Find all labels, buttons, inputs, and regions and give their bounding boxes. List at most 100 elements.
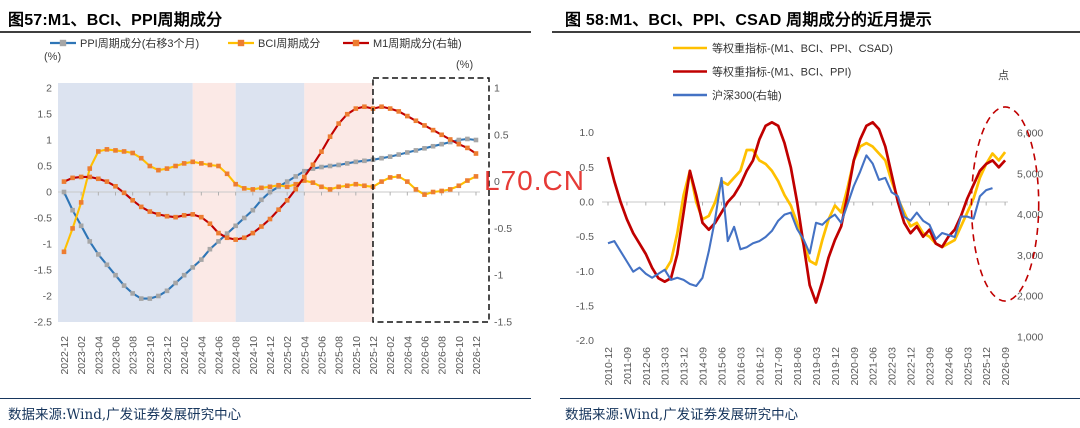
right-axis-unit-label: 点 bbox=[998, 69, 1009, 82]
series-marker bbox=[405, 150, 410, 155]
series-marker bbox=[78, 223, 84, 229]
figure-57-chart: 2022-12 2023-02 2023-04 2023-06 2023-08 2023-… bbox=[34, 36, 512, 375]
series-marker bbox=[405, 113, 410, 119]
series-marker bbox=[362, 183, 367, 189]
series-marker bbox=[259, 224, 264, 229]
x-tick-label: 2023-09 bbox=[924, 347, 936, 386]
series-marker bbox=[465, 145, 470, 151]
series-marker bbox=[336, 121, 341, 126]
x-tick-label: 2025-12 bbox=[981, 347, 993, 386]
series-marker bbox=[456, 137, 462, 143]
series-marker bbox=[447, 139, 453, 145]
cycle-phase-band bbox=[304, 83, 373, 322]
series-marker bbox=[293, 181, 299, 187]
figure-58-title-rule bbox=[552, 31, 1080, 33]
x-tick-label: 2021-06 bbox=[868, 347, 880, 386]
legend-label: 等权重指标-(M1、BCI、PPI、CSAD) bbox=[712, 41, 893, 55]
legend-label: 沪深300(右轴) bbox=[712, 88, 782, 102]
left-y-tick-label: -1 bbox=[43, 239, 52, 251]
figure-57-title-rule bbox=[0, 31, 531, 33]
series-marker bbox=[284, 198, 290, 203]
x-tick-label: 2018-06 bbox=[792, 347, 804, 386]
series-marker bbox=[104, 262, 110, 268]
series-marker bbox=[430, 143, 436, 149]
x-tick-label: 2019-12 bbox=[830, 347, 842, 386]
series-marker bbox=[250, 230, 256, 236]
series-marker bbox=[241, 186, 247, 191]
figure-58-source-rule bbox=[560, 398, 1080, 399]
series-marker bbox=[259, 197, 264, 203]
x-tick-label: 2026-12 bbox=[471, 336, 483, 375]
series-marker bbox=[104, 147, 110, 152]
left-y-tick-label: 0 bbox=[46, 187, 52, 199]
series-marker bbox=[147, 163, 153, 169]
series-marker bbox=[327, 134, 333, 139]
right-y-tick-label: 5,000 bbox=[1017, 168, 1043, 180]
series-marker bbox=[87, 166, 93, 171]
series-marker bbox=[250, 207, 256, 213]
series-marker bbox=[344, 111, 350, 117]
x-tick-label: 2023-04 bbox=[93, 336, 105, 375]
series-marker bbox=[87, 239, 93, 244]
series-marker bbox=[439, 141, 444, 147]
legend-label: 等权重指标-(M1、BCI、PPI) bbox=[712, 65, 851, 79]
series-marker bbox=[362, 158, 367, 164]
series-marker bbox=[156, 212, 161, 217]
series-marker bbox=[130, 150, 135, 156]
left-axis-unit-label: (%) bbox=[44, 51, 61, 63]
series-marker bbox=[250, 187, 256, 192]
figure-57-title: 图57:M1、BCI、PPI周期成分 bbox=[8, 12, 223, 29]
series-marker bbox=[113, 148, 118, 153]
site-watermark: L70.CN bbox=[484, 165, 585, 196]
left-y-tick-label: -1.5 bbox=[34, 265, 52, 277]
right-y-tick-label: 1,000 bbox=[1017, 332, 1043, 344]
series-marker bbox=[190, 212, 196, 217]
series-marker bbox=[173, 280, 178, 286]
x-tick-label: 2024-08 bbox=[231, 336, 243, 375]
right-y-tick-label: -1 bbox=[494, 270, 503, 282]
series-marker bbox=[336, 162, 341, 168]
series-marker bbox=[216, 230, 221, 236]
series-marker bbox=[422, 192, 427, 197]
series-marker bbox=[456, 183, 462, 189]
x-tick-label: 2024-12 bbox=[265, 336, 277, 375]
series-marker bbox=[473, 137, 479, 143]
series-marker bbox=[70, 207, 75, 213]
series-marker bbox=[224, 235, 230, 241]
series-marker bbox=[362, 104, 367, 110]
series-marker bbox=[344, 161, 350, 166]
series-marker bbox=[190, 265, 196, 270]
figure-58-chart: 2010-12 2011-09 2012-06 2013-03 2013-12 2014-… bbox=[576, 41, 1044, 386]
series-marker bbox=[181, 212, 187, 218]
legend-label: PPI周期成分(右移3个月) bbox=[80, 36, 199, 50]
series-marker bbox=[396, 174, 402, 179]
series-marker bbox=[241, 215, 247, 221]
x-tick-label: 2025-03 bbox=[962, 347, 974, 386]
figure-58-title: 图 58:M1、BCI、PPI、CSAD 周期成分的近月提示 bbox=[565, 12, 932, 29]
series-marker bbox=[147, 209, 153, 214]
series-line bbox=[607, 154, 993, 288]
series-marker bbox=[293, 174, 299, 179]
series-marker bbox=[121, 149, 127, 154]
series-marker bbox=[87, 174, 93, 180]
x-tick-label: 2026-10 bbox=[454, 336, 466, 375]
series-marker bbox=[113, 272, 118, 278]
series-marker bbox=[422, 146, 427, 151]
legend-label: M1周期成分(右轴) bbox=[373, 36, 462, 50]
series-marker bbox=[164, 213, 170, 219]
series-marker bbox=[447, 187, 453, 192]
right-y-tick-label: -1.5 bbox=[494, 317, 512, 329]
series-marker bbox=[430, 189, 436, 195]
series-marker bbox=[104, 179, 110, 184]
x-tick-label: 2024-02 bbox=[179, 336, 191, 375]
right-axis-unit-label: (%) bbox=[456, 59, 473, 71]
x-tick-label: 2023-08 bbox=[128, 336, 140, 375]
left-y-tick-label: 2 bbox=[46, 83, 52, 95]
series-marker bbox=[396, 152, 402, 157]
right-y-tick-label: 3,000 bbox=[1017, 250, 1043, 262]
series-marker bbox=[439, 188, 444, 194]
left-y-tick-label: 1.0 bbox=[579, 127, 594, 139]
series-marker bbox=[310, 180, 316, 185]
x-tick-label: 2022-12 bbox=[59, 336, 71, 375]
